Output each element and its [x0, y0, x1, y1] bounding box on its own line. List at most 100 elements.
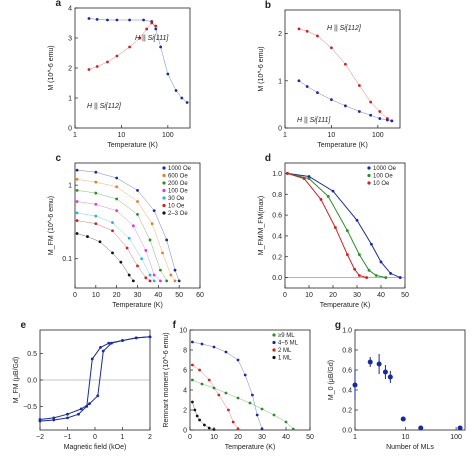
data-point [207, 378, 211, 382]
data-point [75, 177, 79, 181]
x-tick-label: 0 [188, 434, 192, 441]
data-point [95, 18, 99, 21]
data-point [79, 407, 83, 411]
data-point [331, 189, 335, 193]
x-tick-label: 40 [282, 434, 290, 441]
panel-label: e [20, 320, 26, 331]
x-axis-label: Temperature (K) [225, 444, 276, 451]
data-point [87, 68, 91, 71]
data-point [128, 18, 131, 22]
data-point [95, 65, 99, 68]
x-tick-label: 20 [329, 292, 337, 299]
legend-entry: 1 ML [278, 356, 292, 362]
panel-label: f [173, 320, 177, 331]
data-point [243, 373, 247, 377]
data-point [148, 279, 152, 283]
data-point [85, 404, 89, 408]
data-point [212, 428, 216, 431]
data-point [88, 402, 91, 406]
x-axis-label: Temperature (K) [112, 302, 163, 309]
legend-marker [272, 333, 276, 337]
data-point [161, 251, 164, 255]
x-tick-label: 30 [353, 292, 361, 299]
data-point [365, 276, 368, 279]
data-point [344, 62, 347, 66]
data-point [111, 251, 114, 255]
x-tick-label: 10 [402, 434, 410, 441]
legend-entry: 2–3 Oe [168, 211, 188, 217]
series-trace-5 [77, 220, 151, 282]
data-point [224, 350, 228, 354]
legend-entry: 100 Oe [168, 189, 188, 195]
legend-entry: 4–5 ML [278, 341, 299, 347]
data-point [353, 267, 356, 271]
data-point [115, 209, 119, 213]
legend-entry: 1000 Oe [168, 166, 192, 172]
data-point [367, 359, 373, 365]
y-axis-label: M_FM (μB/Gd) [13, 357, 20, 403]
data-point [260, 427, 264, 431]
data-point [145, 27, 149, 31]
data-point [330, 98, 333, 102]
legend-entry: ≥9 ML [278, 333, 295, 339]
x-axis-label: Temperature (K) [107, 142, 158, 149]
panel-label: c [55, 153, 61, 164]
data-point [286, 172, 289, 175]
series-trace-3 [77, 201, 161, 282]
data-point [127, 273, 131, 277]
series-line-2 [287, 172, 367, 279]
x-tick-label: 30 [258, 434, 266, 441]
data-point [131, 224, 135, 228]
data-point [165, 238, 169, 242]
y-tick-label: 1.0 [272, 171, 282, 178]
data-point [284, 420, 288, 424]
data-point [180, 96, 184, 100]
x-tick-label: 50 [175, 292, 183, 299]
legend-entry: 10 Oe [168, 204, 185, 210]
data-point [191, 400, 194, 404]
data-point [148, 238, 152, 242]
panel-g: 1 10 100 0.0 0.2 0.4 0.6 0.8 1.0 Number of MLs M_0… [328, 320, 466, 451]
legend-entry: 100 Oe [373, 174, 393, 180]
x-tick-label: 1 [353, 434, 357, 441]
data-point [291, 427, 295, 431]
data-point [346, 253, 349, 257]
y-axis-label: M_FM (10^-6 emu) [48, 196, 55, 255]
data-point [236, 427, 240, 431]
x-tick-label: 60 [196, 292, 204, 299]
y-tick-label: 0.2 [342, 408, 352, 415]
legend-marker [162, 181, 166, 185]
data-point [236, 396, 240, 400]
data-point [385, 118, 389, 122]
data-point [106, 18, 109, 22]
series-trace-2 [77, 190, 167, 282]
data-point [107, 341, 111, 345]
data-point [169, 273, 173, 277]
legend-marker [162, 173, 166, 178]
data-point [66, 416, 69, 420]
panel-label: b [265, 0, 271, 11]
data-point [260, 407, 264, 411]
x-tick-label: 30 [134, 292, 142, 299]
data-point [138, 36, 142, 40]
data-point [367, 268, 371, 272]
x-tick-label: 0 [283, 292, 287, 299]
data-point [148, 273, 152, 277]
y-tick-label: 0.0 [342, 428, 352, 435]
data-point [382, 369, 388, 375]
x-tick-label: 2 [148, 434, 152, 441]
legend-marker [162, 203, 166, 208]
data-point [115, 54, 119, 58]
x-tick-label: 10 [210, 434, 218, 441]
data-point [344, 104, 347, 108]
data-point [370, 242, 373, 246]
data-point [75, 200, 79, 203]
series-trace-1 [298, 80, 392, 122]
y-tick-label: 2 [278, 31, 282, 38]
data-point [154, 24, 158, 28]
data-point [387, 374, 393, 380]
panel-f: 0 10 20 30 40 50 0 2 4 6 8 10 Temperature (K) Remnant… [163, 320, 314, 451]
panel-e: −2 −1 0 1 2 −0.5 0.0 0.5 Magnetic field (kOe) M_F… [13, 320, 152, 451]
data-point [376, 361, 382, 367]
